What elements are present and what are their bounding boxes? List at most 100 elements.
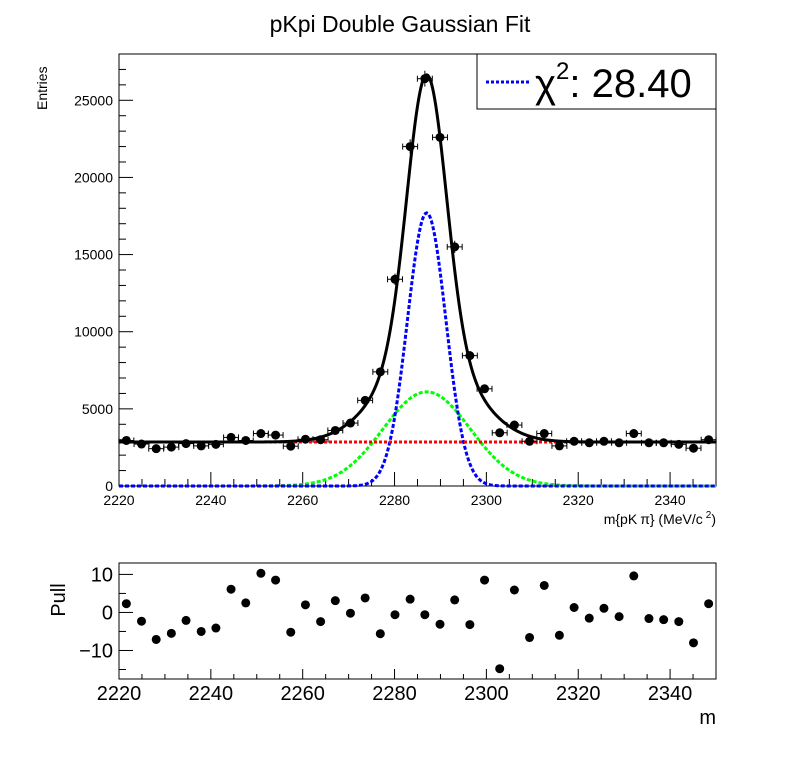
data-marker xyxy=(688,443,698,453)
pull-marker xyxy=(256,568,266,578)
pull-marker xyxy=(196,626,206,636)
data-point xyxy=(581,438,598,448)
data-point xyxy=(327,425,344,435)
data-marker xyxy=(330,425,340,435)
data-marker xyxy=(509,420,519,430)
data-marker xyxy=(211,439,221,449)
data-marker xyxy=(674,439,684,449)
y-tick-label: 15000 xyxy=(74,247,113,263)
data-point xyxy=(476,384,493,394)
legend-chi: χ xyxy=(535,62,556,106)
pull-marker xyxy=(316,617,326,627)
legend-label: χ2: 28.40 xyxy=(535,58,692,106)
data-marker xyxy=(495,428,505,438)
pull-marker xyxy=(465,620,475,630)
data-marker xyxy=(121,435,131,445)
data-point xyxy=(267,430,284,440)
data-marker xyxy=(420,74,430,84)
data-point xyxy=(670,439,687,449)
data-marker xyxy=(256,429,266,439)
x-tick-label: 2280 xyxy=(379,492,410,508)
pull-marker xyxy=(450,595,460,605)
x-axis-label-pi: π xyxy=(640,511,650,527)
pull-x-tick-label: 2220 xyxy=(97,683,142,705)
pull-plot: −10 0 10 2220 2240 2260 2280 2300 2320 2340 Pull… xyxy=(48,562,717,729)
data-point xyxy=(625,429,642,439)
pull-marker xyxy=(704,599,714,609)
data-marker xyxy=(480,384,490,394)
data-point xyxy=(446,240,463,253)
pull-marker xyxy=(360,593,370,603)
total-fit-curve xyxy=(119,73,716,444)
data-marker xyxy=(137,439,147,449)
data-point xyxy=(700,435,717,445)
pull-marker xyxy=(420,610,430,620)
data-marker xyxy=(614,438,624,448)
data-marker xyxy=(375,367,385,377)
x-axis-label-sup: 2 xyxy=(706,510,712,521)
data-point xyxy=(506,420,523,430)
data-point xyxy=(611,438,628,448)
legend-sup: 2 xyxy=(556,58,569,85)
pull-marker xyxy=(345,608,355,618)
legend: χ2: 28.40 xyxy=(476,53,717,110)
data-marker xyxy=(584,438,594,448)
narrow-gaussian-curve xyxy=(119,211,716,488)
chart-title: pKpi Double Gaussian Fit xyxy=(270,11,531,37)
pull-x-tick-label: 2240 xyxy=(189,683,234,705)
data-point xyxy=(118,435,135,445)
data-point xyxy=(595,436,612,446)
data-marker xyxy=(151,444,161,454)
pull-marker xyxy=(525,633,535,643)
data-marker xyxy=(196,441,206,451)
pull-marker xyxy=(241,598,251,608)
fit-curves xyxy=(119,73,716,488)
data-marker xyxy=(525,436,535,446)
pull-y-axis-label: Pull xyxy=(48,583,70,616)
pull-marker xyxy=(300,600,310,610)
pull-marker xyxy=(181,615,191,625)
pull-marker xyxy=(674,617,684,627)
pull-x-tick-label: 2320 xyxy=(556,683,601,705)
data-marker xyxy=(181,439,191,449)
pull-marker xyxy=(569,602,579,612)
wide-gaussian-curve xyxy=(119,390,716,488)
pull-x-tick-label: 2280 xyxy=(372,683,417,705)
data-point xyxy=(252,429,269,439)
x-axis-label: m{pK π} (MeV/c 2) xyxy=(604,510,716,527)
data-marker xyxy=(629,429,639,439)
pull-marker xyxy=(226,584,236,594)
pull-y-tick-label: 0 xyxy=(102,602,113,624)
pull-marker xyxy=(390,610,400,620)
data-marker xyxy=(554,441,564,451)
pull-x-tick-label: 2340 xyxy=(648,683,693,705)
pull-marker xyxy=(271,575,281,585)
x-tick-label: 2300 xyxy=(471,492,502,508)
data-point xyxy=(282,441,299,451)
x-axis-label-mid: } (MeV/c xyxy=(650,511,703,527)
data-marker xyxy=(569,436,579,446)
data-point xyxy=(148,444,165,454)
data-marker xyxy=(300,434,310,444)
y-tick-label: 10000 xyxy=(74,324,113,340)
data-point xyxy=(207,439,224,449)
data-point xyxy=(640,438,657,448)
data-marker xyxy=(659,438,669,448)
data-point xyxy=(312,435,329,445)
pull-x-tick-label: 2260 xyxy=(280,683,325,705)
data-marker xyxy=(241,435,251,445)
pull-marker xyxy=(330,596,340,606)
data-point xyxy=(566,436,583,446)
data-point xyxy=(163,442,180,452)
data-point xyxy=(387,273,403,285)
data-point xyxy=(416,70,433,87)
y-tick-label: 5000 xyxy=(82,401,113,417)
pull-marker xyxy=(375,629,385,639)
pull-marker xyxy=(286,627,296,637)
data-point xyxy=(357,395,374,405)
data-marker xyxy=(539,429,549,439)
data-point xyxy=(237,435,254,445)
data-point xyxy=(655,438,672,448)
